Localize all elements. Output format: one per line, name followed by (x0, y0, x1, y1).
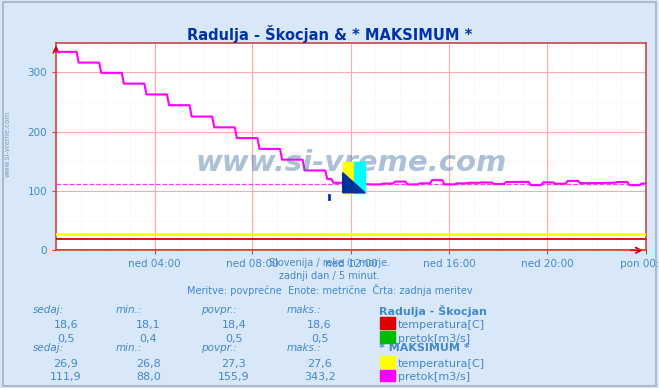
Text: 0,5: 0,5 (311, 334, 328, 344)
Text: Meritve: povprečne  Enote: metrične  Črta: zadnja meritev: Meritve: povprečne Enote: metrične Črta:… (186, 284, 473, 296)
Text: 343,2: 343,2 (304, 372, 335, 383)
Text: min.:: min.: (115, 343, 142, 353)
Text: Radulja - Škocjan: Radulja - Škocjan (379, 305, 487, 317)
Text: povpr.:: povpr.: (201, 305, 237, 315)
Text: www.si-vreme.com: www.si-vreme.com (195, 149, 507, 177)
Text: 18,6: 18,6 (307, 320, 332, 330)
Text: 27,3: 27,3 (221, 359, 246, 369)
Text: 88,0: 88,0 (136, 372, 161, 383)
Text: temperatura[C]: temperatura[C] (398, 359, 485, 369)
Text: 18,1: 18,1 (136, 320, 161, 330)
Text: Radulja - Škocjan & * MAKSIMUM *: Radulja - Škocjan & * MAKSIMUM * (186, 25, 473, 43)
Text: zadnji dan / 5 minut.: zadnji dan / 5 minut. (279, 271, 380, 281)
Text: 0,5: 0,5 (225, 334, 243, 344)
Text: 18,6: 18,6 (53, 320, 78, 330)
Bar (354, 162, 365, 193)
Polygon shape (343, 173, 365, 193)
Text: pretok[m3/s]: pretok[m3/s] (398, 334, 470, 344)
Text: sedaj:: sedaj: (33, 343, 64, 353)
Text: 111,9: 111,9 (50, 372, 82, 383)
Text: min.:: min.: (115, 305, 142, 315)
Text: maks.:: maks.: (287, 343, 322, 353)
Text: 26,8: 26,8 (136, 359, 161, 369)
Text: povpr.:: povpr.: (201, 343, 237, 353)
Text: 0,5: 0,5 (57, 334, 74, 344)
Text: Slovenija / reke in morje.: Slovenija / reke in morje. (269, 258, 390, 268)
Text: temperatura[C]: temperatura[C] (398, 320, 485, 330)
Text: 155,9: 155,9 (218, 372, 250, 383)
Text: 26,9: 26,9 (53, 359, 78, 369)
Text: * MAKSIMUM *: * MAKSIMUM * (379, 343, 470, 353)
Text: maks.:: maks.: (287, 305, 322, 315)
Text: 18,4: 18,4 (221, 320, 246, 330)
Text: 0,4: 0,4 (140, 334, 157, 344)
Text: sedaj:: sedaj: (33, 305, 64, 315)
Text: 27,6: 27,6 (307, 359, 332, 369)
Text: www.si-vreme.com: www.si-vreme.com (5, 111, 11, 177)
Bar (343, 162, 355, 193)
Text: pretok[m3/s]: pretok[m3/s] (398, 372, 470, 383)
